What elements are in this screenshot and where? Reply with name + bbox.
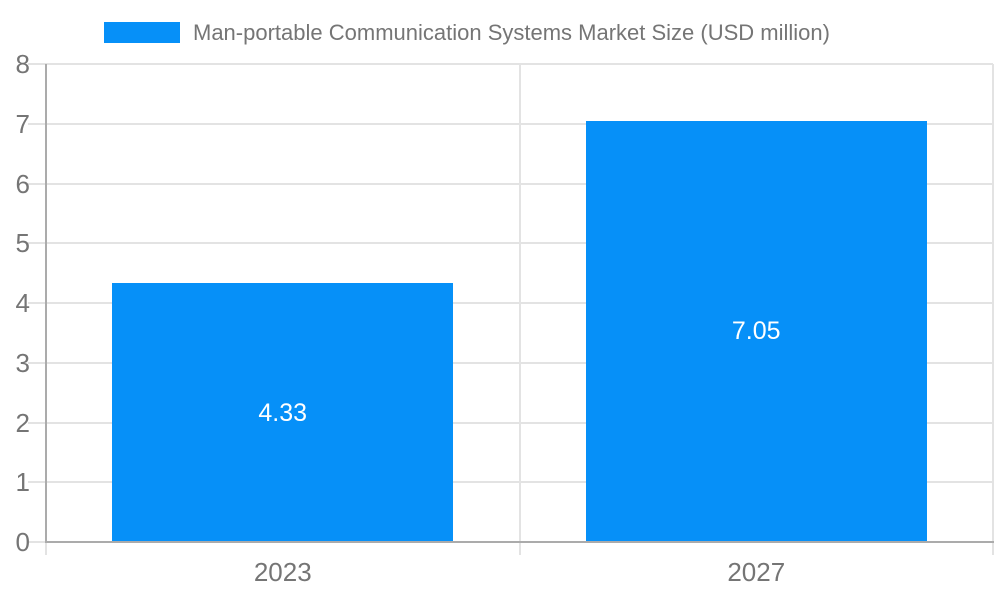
y-tick-7 xyxy=(28,123,46,125)
y-tick-6 xyxy=(28,183,46,185)
bar-value-label-2027: 7.05 xyxy=(731,317,781,346)
y-tick-2 xyxy=(28,422,46,424)
y-tick-4 xyxy=(28,302,46,304)
gridline-x-1 xyxy=(519,64,521,542)
x-tick-label-2023: 2023 xyxy=(253,557,312,587)
legend-label: Man-portable Communication Systems Marke… xyxy=(193,20,830,45)
y-tick-label-3: 3 xyxy=(15,348,30,378)
y-tick-label-7: 7 xyxy=(15,109,30,139)
y-tick-label-5: 5 xyxy=(15,228,30,258)
y-tick-label-1: 1 xyxy=(15,467,30,497)
bar-value-label-2023: 4.33 xyxy=(258,398,308,427)
y-tick-1 xyxy=(28,481,46,483)
bar-2027[interactable] xyxy=(585,120,927,542)
y-tick-label-8: 8 xyxy=(15,49,30,79)
y-tick-label-0: 0 xyxy=(15,527,30,557)
y-tick-8 xyxy=(28,63,46,65)
x-tick-2 xyxy=(992,543,994,555)
y-tick-0 xyxy=(28,541,46,543)
y-axis-line xyxy=(45,64,47,542)
y-tick-3 xyxy=(28,362,46,364)
x-tick-label-2027: 2027 xyxy=(727,557,786,587)
x-axis-line xyxy=(45,541,994,543)
y-tick-label-6: 6 xyxy=(15,169,30,199)
x-tick-0 xyxy=(45,543,47,555)
gridline-x-2 xyxy=(992,64,994,542)
x-tick-1 xyxy=(519,543,521,555)
y-tick-5 xyxy=(28,242,46,244)
bar-2023[interactable] xyxy=(112,283,454,542)
legend-swatch-icon xyxy=(104,22,180,43)
y-tick-label-2: 2 xyxy=(15,408,30,438)
y-tick-label-4: 4 xyxy=(15,288,30,318)
